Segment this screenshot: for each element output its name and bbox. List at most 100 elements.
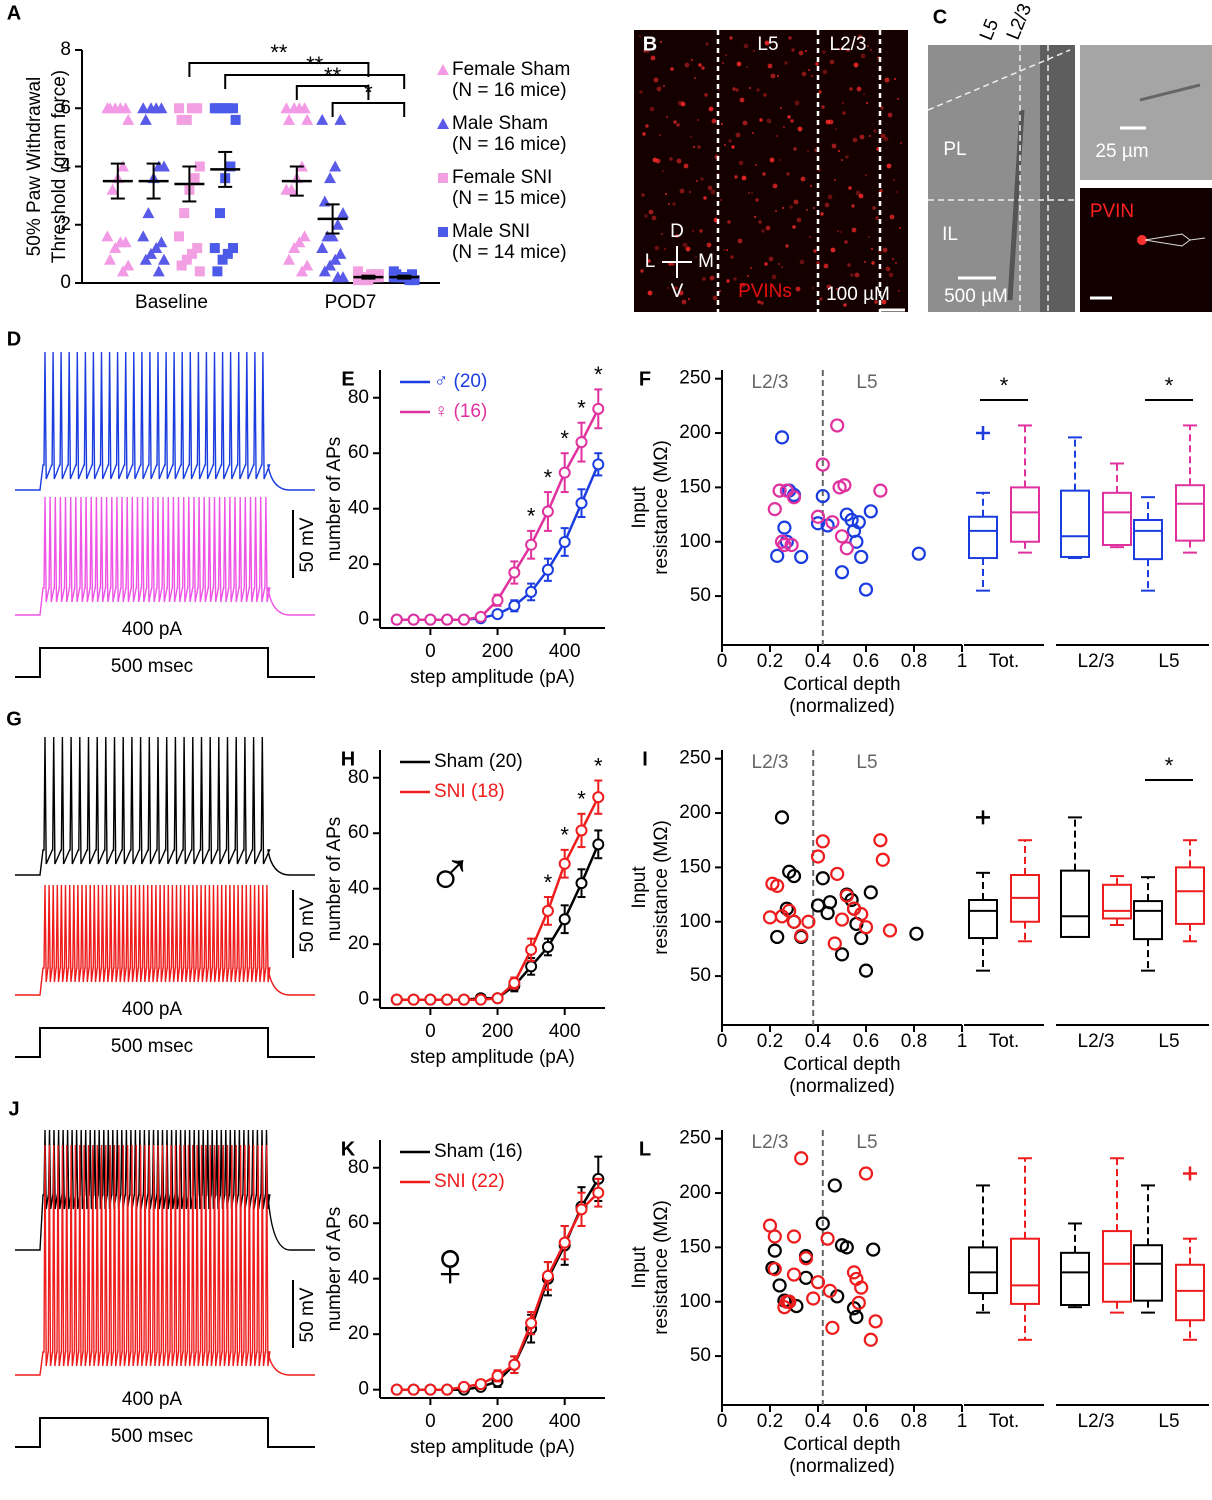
data-point <box>541 505 554 518</box>
data-point <box>139 253 152 265</box>
data-point <box>225 161 236 172</box>
cell-dot <box>767 63 773 69</box>
data-point <box>321 230 334 242</box>
cell-dot <box>664 248 666 250</box>
cell-dot <box>771 274 777 280</box>
cell-dot <box>732 87 736 91</box>
stimulus-label: 400 pA <box>122 619 183 640</box>
data-point <box>911 546 926 561</box>
cell-dot <box>656 86 662 92</box>
x-tick-label: 200 <box>482 1021 514 1042</box>
y-tick-label: 0 <box>60 272 71 293</box>
data-point <box>858 920 874 935</box>
image-text: PL <box>943 139 966 160</box>
cell-dot <box>778 263 780 265</box>
data-point <box>101 230 114 242</box>
y-tick-label: 60 <box>348 1212 369 1233</box>
legend-marker <box>438 173 448 183</box>
cell-dot <box>764 40 770 46</box>
cell-dot <box>898 290 900 292</box>
stimulus-step <box>15 1027 315 1058</box>
data-point <box>525 960 538 973</box>
cell-dot <box>858 193 864 199</box>
data-point <box>324 259 336 271</box>
panel-label: L <box>639 1138 651 1160</box>
data-point <box>815 834 830 849</box>
cell-dot <box>809 236 811 238</box>
cell-dot <box>685 246 691 252</box>
scale-label: 50 mV <box>297 517 318 572</box>
cell-dot <box>819 297 823 301</box>
image-text: L2/3 <box>1003 1 1036 43</box>
data-point <box>192 103 203 114</box>
data-point <box>815 457 830 472</box>
data-point <box>815 1216 830 1231</box>
cell-dot <box>786 172 790 176</box>
data-point <box>767 1262 782 1277</box>
data-point <box>592 458 605 471</box>
data-point <box>212 266 223 277</box>
cell-dot <box>870 49 872 51</box>
data-point <box>558 536 571 548</box>
data-point <box>212 103 223 114</box>
data-point <box>558 857 571 870</box>
data-point <box>558 1236 571 1249</box>
data-point <box>228 103 238 114</box>
data-point <box>187 103 197 114</box>
cell-dot <box>791 48 795 52</box>
stimulus-label: 400 pA <box>122 999 183 1020</box>
data-point <box>774 810 790 825</box>
cell-dot <box>860 53 866 59</box>
y-tick-label: 40 <box>348 878 369 899</box>
cell-dot <box>844 240 848 244</box>
significance-label: * <box>594 362 603 387</box>
cell-dot <box>850 273 854 277</box>
data-point <box>822 1283 838 1298</box>
cell-dot <box>736 61 742 67</box>
y-axis-label: Threshold (gram force) <box>49 70 70 263</box>
data-point <box>390 993 403 1006</box>
cell-dot <box>754 216 756 218</box>
data-point <box>839 1240 854 1255</box>
cell-dot <box>689 191 691 193</box>
voltage-trace <box>15 736 315 876</box>
box <box>1133 900 1163 941</box>
cell-dot <box>639 35 641 37</box>
legend-label: ♀ (16) <box>434 401 487 422</box>
category-label: L5 <box>1158 1031 1179 1052</box>
x-tick-label: 0.8 <box>901 651 927 672</box>
cell-dot <box>840 231 842 233</box>
cell-dot <box>707 185 713 191</box>
x-tick-label: 0 <box>717 1031 728 1052</box>
panel-label: G <box>6 708 22 730</box>
image-text: L5 <box>757 34 778 55</box>
data-point <box>854 907 869 922</box>
cell-dot <box>830 247 836 253</box>
cell-dot <box>834 179 836 181</box>
cell-dot <box>654 245 660 251</box>
data-point <box>407 613 420 626</box>
data-point <box>331 218 344 230</box>
box <box>1060 489 1090 558</box>
voltage-trace <box>15 1144 315 1376</box>
cell-dot <box>871 248 873 250</box>
x-tick-label: 1 <box>957 651 968 672</box>
data-point <box>873 483 888 498</box>
category-label: L5 <box>1158 651 1179 672</box>
data-point <box>866 1242 881 1257</box>
data-point <box>854 549 869 565</box>
cell-dot <box>728 139 732 143</box>
data-point <box>827 936 842 951</box>
cell-dot <box>810 185 812 187</box>
x-tick-label: 400 <box>549 641 581 662</box>
cell-dot <box>727 220 731 224</box>
data-point <box>222 103 233 114</box>
data-point <box>441 993 454 1006</box>
data-point <box>176 260 187 271</box>
cell-dot <box>683 163 689 169</box>
data-point <box>407 275 417 286</box>
data-point <box>575 1203 588 1216</box>
legend-label: SNI (22) <box>434 1171 505 1192</box>
y-tick-label: 100 <box>679 1291 711 1312</box>
y-tick-label: 100 <box>679 911 711 932</box>
